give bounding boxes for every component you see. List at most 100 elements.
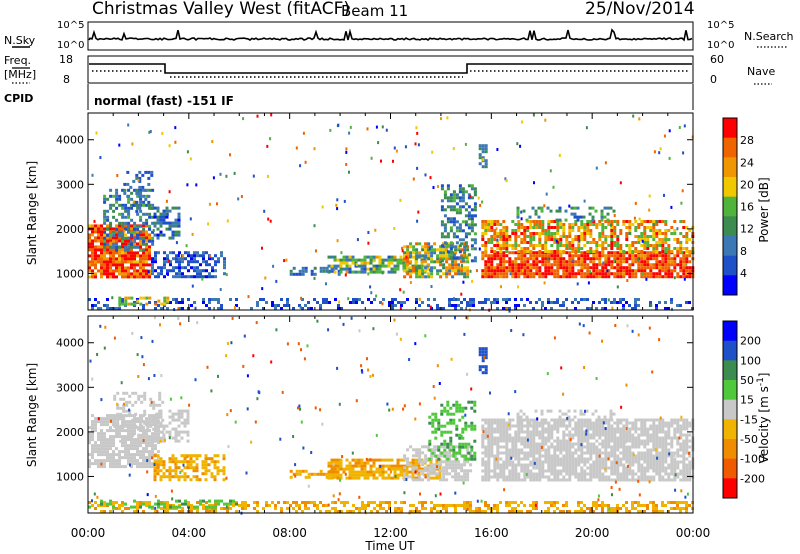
- data-cell: [529, 226, 533, 229]
- data-cell: [574, 463, 578, 467]
- data-cell: [403, 457, 407, 461]
- data-cell: [526, 418, 530, 422]
- data-cell: [473, 205, 477, 209]
- data-cell: [634, 201, 637, 205]
- data-cell: [532, 272, 536, 276]
- data-cell: [514, 238, 518, 241]
- data-cell: [646, 272, 650, 276]
- data-cell: [225, 174, 228, 178]
- data-cell: [139, 230, 143, 234]
- data-cell: [94, 248, 97, 252]
- data-cell: [625, 460, 629, 464]
- data-cell: [484, 356, 488, 360]
- data-cell: [168, 421, 172, 425]
- data-cell: [637, 250, 641, 253]
- data-cell: [490, 454, 494, 458]
- data-cell: [529, 244, 533, 247]
- data-cell: [162, 209, 166, 213]
- data-cell: [458, 196, 462, 200]
- data-cell: [160, 266, 163, 270]
- data-cell: [121, 301, 124, 304]
- data-cell: [378, 473, 382, 477]
- data-cell: [390, 467, 394, 471]
- data-cell: [559, 442, 563, 446]
- data-cell: [625, 244, 629, 247]
- data-cell: [348, 467, 352, 471]
- data-cell: [610, 433, 614, 437]
- data-cell: [204, 469, 208, 473]
- data-cell: [505, 421, 509, 425]
- data-cell: [520, 298, 523, 301]
- data-cell: [490, 229, 494, 232]
- data-cell: [162, 466, 166, 470]
- data-cell: [394, 304, 397, 307]
- data-cell: [124, 414, 127, 418]
- data-cell: [610, 430, 614, 434]
- data-cell: [418, 269, 422, 273]
- data-cell: [664, 263, 668, 267]
- data-cell: [97, 254, 100, 258]
- data-cell: [357, 464, 361, 468]
- data-cell: [366, 458, 370, 462]
- data-cell: [109, 438, 112, 442]
- data-cell: [613, 220, 617, 223]
- data-cell: [592, 466, 596, 470]
- data-cell: [652, 238, 656, 241]
- data-cell: [148, 212, 152, 216]
- data-cell: [139, 423, 142, 427]
- data-cell: [496, 301, 499, 304]
- data-cell: [100, 423, 103, 427]
- data-cell: [103, 420, 106, 424]
- data-cell: [133, 441, 136, 445]
- data-cell: [634, 418, 638, 422]
- data-cell: [508, 436, 512, 440]
- data-cell: [580, 226, 584, 229]
- data-cell: [153, 415, 157, 419]
- data-cell: [115, 236, 118, 240]
- data-cell: [470, 184, 474, 188]
- data-cell: [484, 475, 488, 479]
- data-cell: [505, 241, 509, 244]
- data-cell: [544, 427, 548, 431]
- data-cell: [553, 457, 557, 461]
- data-cell: [555, 239, 558, 243]
- data-cell: [103, 233, 106, 237]
- data-cell: [103, 304, 106, 307]
- data-cell: [128, 412, 132, 416]
- data-cell: [610, 254, 614, 258]
- data-cell: [127, 429, 130, 433]
- data-cell: [652, 226, 656, 229]
- data-cell: [139, 257, 142, 261]
- data-cell: [634, 430, 638, 434]
- data-cell: [451, 466, 455, 470]
- data-cell: [145, 260, 148, 264]
- data-cell: [496, 223, 500, 226]
- data-cell: [556, 436, 560, 440]
- data-cell: [354, 476, 358, 480]
- data-cell: [493, 269, 497, 273]
- data-cell: [670, 205, 673, 209]
- data-cell: [222, 454, 226, 458]
- data-cell: [544, 469, 548, 473]
- data-cell: [577, 254, 581, 258]
- data-cell: [208, 307, 211, 310]
- data-cell: [543, 204, 546, 208]
- data-cell: [145, 441, 148, 445]
- data-cell: [334, 266, 338, 270]
- data-cell: [427, 475, 431, 479]
- data-cell: [94, 298, 97, 301]
- data-cell: [109, 456, 112, 460]
- data-cell: [121, 206, 125, 210]
- data-cell: [523, 466, 527, 470]
- data-cell: [502, 263, 506, 267]
- data-cell: [646, 263, 650, 267]
- data-cell: [91, 242, 94, 246]
- data-cell: [473, 238, 477, 242]
- data-cell: [601, 241, 605, 244]
- data-cell: [583, 298, 586, 301]
- data-cell: [112, 435, 115, 439]
- data-cell: [586, 250, 590, 253]
- data-cell: [667, 260, 671, 264]
- data-cell: [565, 266, 569, 270]
- data-cell: [685, 262, 688, 266]
